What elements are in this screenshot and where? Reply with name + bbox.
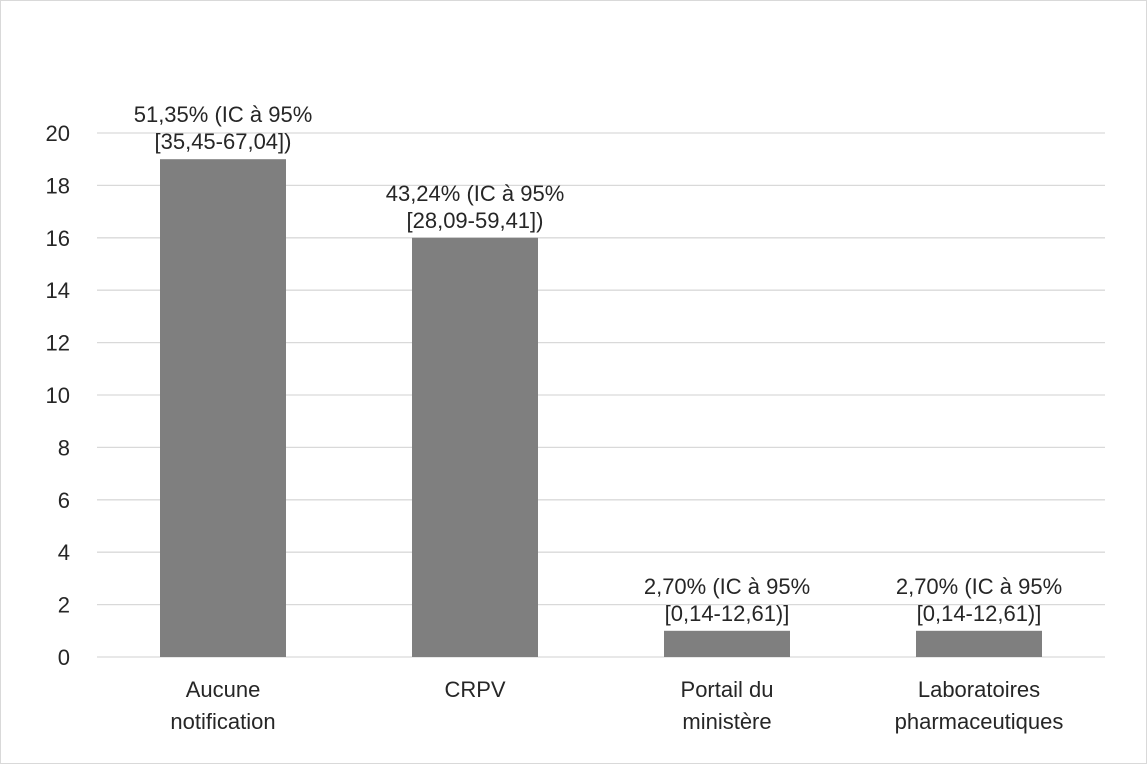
- y-tick-label: 16: [46, 226, 70, 251]
- data-label: [0,14-12,61)]: [665, 601, 790, 626]
- y-tick-label: 18: [46, 173, 70, 198]
- y-tick-label: 6: [58, 488, 70, 513]
- y-tick-label: 0: [58, 645, 70, 670]
- data-label: 2,70% (IC à 95%: [896, 574, 1062, 599]
- bar: [412, 237, 538, 658]
- data-label: [35,45-67,04]): [155, 129, 292, 154]
- y-tick-label: 8: [58, 435, 70, 460]
- data-label: 43,24% (IC à 95%: [386, 181, 565, 206]
- data-label: 2,70% (IC à 95%: [644, 574, 810, 599]
- y-tick-label: 14: [46, 278, 70, 303]
- y-tick-label: 20: [46, 121, 70, 146]
- bar: [916, 630, 1042, 657]
- x-tick-label: Aucune notification: [170, 677, 275, 734]
- data-label: 51,35% (IC à 95%: [134, 102, 313, 127]
- y-tick-label: 12: [46, 331, 70, 356]
- data-label: [28,09-59,41]): [407, 208, 544, 233]
- y-tick-label: 10: [46, 383, 70, 408]
- y-tick-label: 2: [58, 593, 70, 618]
- x-tick-label: Laboratoires pharmaceutiques: [895, 677, 1064, 734]
- x-tick-label: Portail du ministère: [681, 677, 774, 734]
- bar: [664, 630, 790, 657]
- bar: [160, 159, 286, 657]
- x-tick-label: CRPV: [444, 677, 505, 702]
- data-label: [0,14-12,61)]: [917, 601, 1042, 626]
- y-tick-label: 4: [58, 540, 70, 565]
